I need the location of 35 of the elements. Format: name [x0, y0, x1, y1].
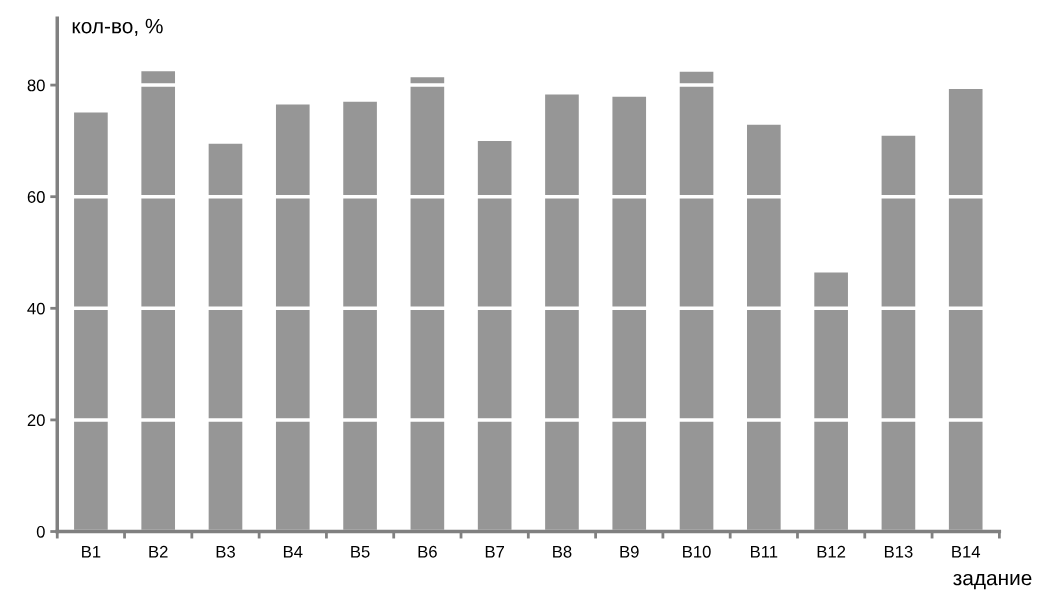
- bar: [410, 77, 445, 532]
- x-tick-label: B6: [418, 545, 437, 558]
- x-tick-label: B12: [817, 545, 846, 558]
- y-tick-label: 80: [27, 79, 45, 92]
- y-tick-label: 60: [27, 191, 45, 203]
- bar: [948, 88, 983, 532]
- bar: [612, 96, 647, 532]
- x-tick-label: B10: [683, 545, 711, 558]
- bar: [747, 124, 781, 532]
- x-tick-label: B8: [553, 545, 572, 558]
- x-tick-label: B3: [216, 545, 235, 558]
- x-tick-label: B14: [952, 546, 981, 558]
- y-axis-title: кол-во, %: [72, 18, 163, 36]
- bar: [477, 140, 512, 532]
- bar: [881, 135, 916, 532]
- bar: [679, 71, 714, 532]
- x-tick-label: B4: [283, 546, 303, 558]
- x-tick-label: B13: [884, 545, 913, 558]
- y-tick-label: 20: [27, 414, 45, 427]
- x-tick-label: B11: [750, 546, 778, 558]
- bar: [545, 94, 579, 532]
- x-tick-label: B5: [351, 546, 370, 558]
- x-tick-label: B7: [485, 546, 505, 558]
- bar: [74, 112, 108, 532]
- bar: [814, 272, 848, 532]
- bar: [343, 101, 377, 532]
- bar: [141, 71, 176, 532]
- bar: [208, 143, 243, 532]
- y-tick-label: 40: [27, 302, 45, 315]
- x-tick-label: B2: [149, 545, 168, 558]
- y-tick-label: 0: [36, 525, 45, 538]
- bar: [275, 104, 310, 532]
- x-tick-label: B9: [620, 545, 639, 558]
- x-tick-label: B1: [82, 546, 101, 558]
- x-axis-title: задание: [953, 573, 1032, 590]
